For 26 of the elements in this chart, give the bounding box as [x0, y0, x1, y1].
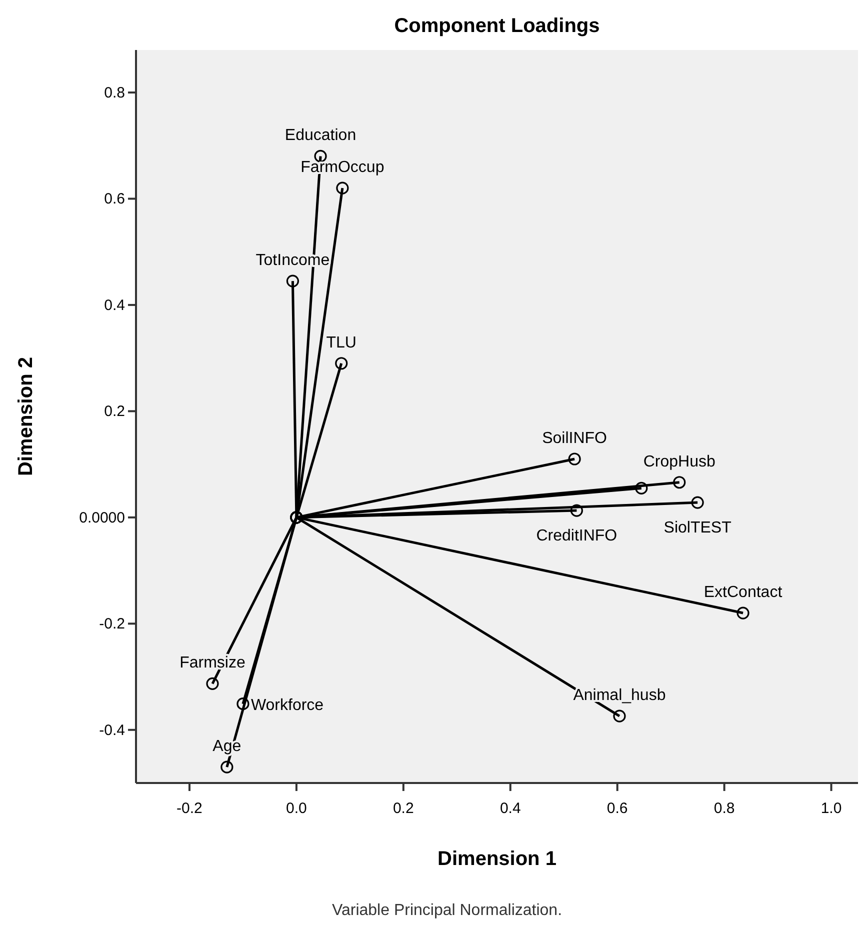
y-tick-label: 0.2: [104, 403, 125, 420]
text: Variable Principal Normalization.: [332, 902, 562, 919]
x-tick-label: -0.2: [176, 800, 202, 817]
x-tick-label: 1.0: [820, 800, 842, 817]
series-label: ExtContact: [704, 584, 783, 602]
series-label: Workforce: [250, 696, 324, 714]
y-tick-label: -0.4: [99, 722, 125, 739]
chart-title: Component Loadings: [394, 15, 600, 37]
series-label: CreditINFO: [536, 528, 618, 545]
series-label: TLU: [326, 334, 356, 352]
series-label: Education: [284, 127, 356, 144]
series-label: SiolTEST: [664, 520, 732, 537]
y-tick-label: -0.2: [99, 616, 125, 633]
y-tick-label: 0.0000: [79, 509, 125, 526]
y-tick-label: 0.6: [104, 190, 125, 208]
series-label: CropHusb: [643, 453, 716, 470]
x-axis-title: Dimension 1: [438, 848, 556, 870]
y-tick-label: 0.4: [104, 296, 125, 314]
x-tick-label: 0.8: [714, 800, 735, 817]
y-axis-title: Dimension 2: [15, 357, 37, 476]
x-tick-label: 0.2: [392, 800, 414, 817]
x-tick-label: 0.6: [606, 800, 628, 817]
x-tick-label: 0.4: [500, 800, 521, 817]
series-label: SoilINFO: [542, 430, 607, 447]
y-tick-label: 0.8: [104, 84, 125, 102]
x-tick-label: 0.0: [286, 800, 307, 817]
